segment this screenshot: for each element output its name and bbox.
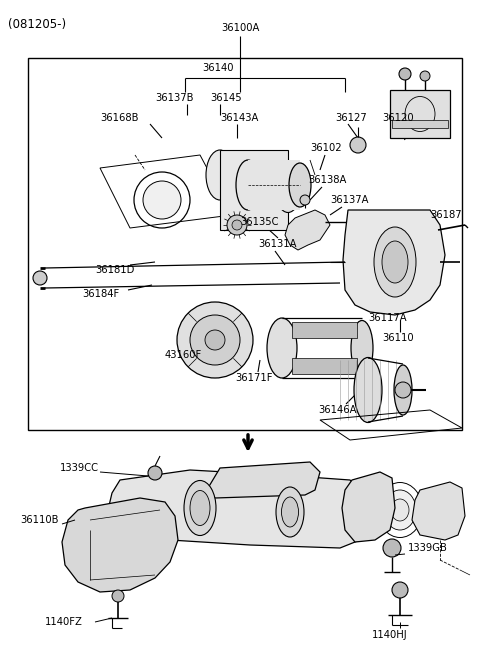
Ellipse shape (184, 480, 216, 535)
Circle shape (227, 215, 247, 235)
Text: 36110B: 36110B (20, 515, 59, 525)
Text: 36137A: 36137A (330, 195, 369, 205)
Text: 43160F: 43160F (165, 350, 202, 360)
Ellipse shape (391, 499, 409, 521)
Ellipse shape (394, 365, 412, 415)
Text: 36140: 36140 (202, 63, 234, 73)
Text: 36168B: 36168B (100, 113, 139, 123)
Bar (220, 150, 288, 230)
Polygon shape (108, 470, 370, 548)
Circle shape (383, 539, 401, 557)
Circle shape (392, 582, 408, 598)
Text: 1140HJ: 1140HJ (372, 630, 408, 640)
Ellipse shape (190, 491, 210, 526)
Text: 36120: 36120 (382, 113, 414, 123)
Bar (28, 58, 462, 430)
Text: 36137B: 36137B (155, 93, 193, 103)
Circle shape (300, 195, 310, 205)
Ellipse shape (289, 163, 311, 207)
Text: 1339GB: 1339GB (408, 543, 448, 553)
Text: 1140FZ: 1140FZ (45, 617, 83, 627)
Text: 36131A: 36131A (258, 239, 297, 249)
Text: 1339CC: 1339CC (60, 463, 99, 473)
Ellipse shape (351, 321, 373, 376)
Bar (248, 160, 300, 210)
Polygon shape (343, 210, 445, 315)
Text: (081205-): (081205-) (8, 18, 66, 31)
Circle shape (33, 271, 47, 285)
Ellipse shape (206, 150, 234, 200)
Bar (292, 322, 357, 338)
Circle shape (205, 330, 225, 350)
Ellipse shape (377, 482, 422, 537)
Circle shape (399, 68, 411, 80)
Text: 36143A: 36143A (220, 113, 258, 123)
Text: 36146A: 36146A (318, 405, 357, 415)
Circle shape (420, 71, 430, 81)
Text: 36127: 36127 (335, 113, 367, 123)
Ellipse shape (354, 357, 382, 422)
Text: 36110: 36110 (382, 333, 414, 343)
Circle shape (232, 220, 242, 230)
Ellipse shape (276, 168, 300, 212)
Ellipse shape (382, 241, 408, 283)
Ellipse shape (374, 227, 416, 297)
Circle shape (148, 466, 162, 480)
Polygon shape (285, 210, 330, 250)
Circle shape (353, 217, 363, 227)
Ellipse shape (236, 160, 260, 210)
Text: 36187: 36187 (430, 210, 462, 220)
Polygon shape (62, 498, 178, 592)
Circle shape (177, 302, 253, 378)
Polygon shape (412, 482, 465, 540)
Text: 36100A: 36100A (221, 23, 259, 33)
Text: 36145: 36145 (210, 93, 241, 103)
Circle shape (395, 382, 411, 398)
Text: 36181D: 36181D (95, 265, 134, 275)
Ellipse shape (384, 490, 416, 530)
Circle shape (134, 172, 190, 228)
Ellipse shape (276, 487, 304, 537)
Circle shape (350, 137, 366, 153)
Bar (390, 90, 450, 138)
Circle shape (143, 181, 181, 219)
Text: 36171F: 36171F (235, 373, 273, 383)
Bar (292, 358, 357, 374)
Text: 36102: 36102 (310, 143, 342, 153)
Text: 36117A: 36117A (368, 313, 407, 323)
Text: 36135C: 36135C (240, 217, 278, 227)
Polygon shape (342, 472, 395, 542)
Bar (392, 120, 448, 128)
Text: 36138A: 36138A (308, 175, 347, 185)
Text: 36184F: 36184F (82, 289, 119, 299)
Circle shape (190, 315, 240, 365)
Circle shape (112, 590, 124, 602)
Polygon shape (208, 462, 320, 498)
Ellipse shape (267, 318, 297, 378)
Ellipse shape (281, 497, 299, 527)
